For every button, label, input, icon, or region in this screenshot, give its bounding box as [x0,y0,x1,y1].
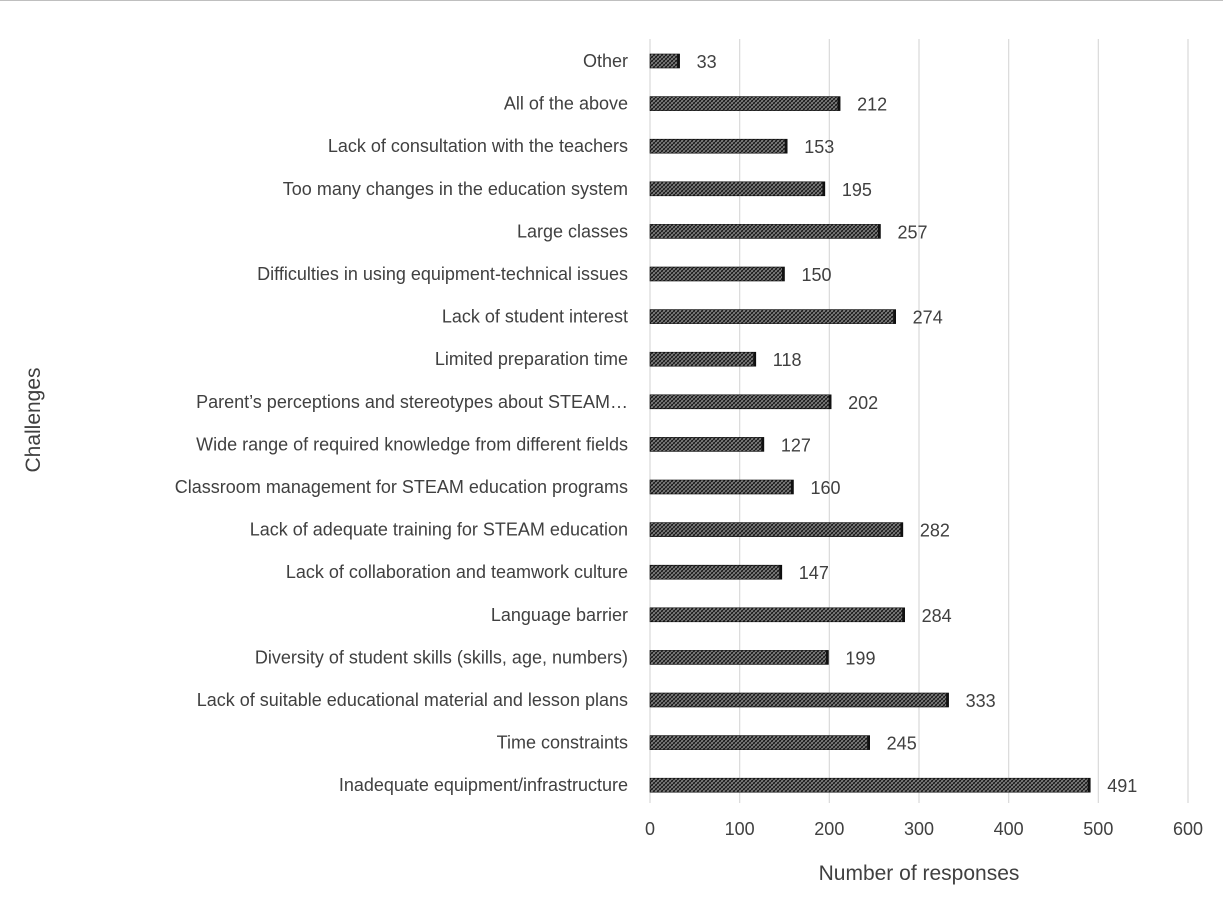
category-label: Classroom management for STEAM education… [175,477,628,497]
bar [649,96,841,111]
x-tick-label: 200 [814,819,844,839]
category-label: Lack of adequate training for STEAM educ… [250,520,628,540]
bar [649,224,881,239]
data-label: 147 [799,563,829,583]
bar-end-cap [877,224,881,239]
data-label: 274 [913,308,943,328]
bar-end-cap [902,607,905,622]
data-label: 199 [845,648,875,668]
bar-end-cap [825,650,829,665]
bar [649,351,757,367]
x-axis-title: Number of responses [819,862,1020,885]
category-label: Lack of collaboration and teamwork cultu… [286,562,628,582]
bar [649,564,783,580]
data-label: 118 [773,350,802,370]
data-label: 284 [922,606,952,626]
category-label: All of the above [504,94,628,114]
category-label: Too many changes in the education system [283,179,628,199]
bar [649,650,829,665]
x-tick-labels: 0 100 200 300 400 500 600 [645,819,1203,839]
bar [649,266,785,282]
x-tick-label: 100 [725,819,755,839]
bar [649,522,904,537]
category-label: Lack of student interest [442,307,628,327]
value-labels: 33 212 153 195 257 150 274 118 202 127 160 282 147 28… [697,52,1138,796]
category-label: Large classes [517,221,628,241]
bar [649,138,788,154]
data-label: 245 [887,734,917,754]
category-label: Inadequate equipment/infrastructure [339,775,628,795]
x-tick-label: 500 [1083,819,1113,839]
bar [649,437,765,452]
data-label: 127 [781,435,811,455]
bar-end-cap [822,181,825,196]
data-label: 212 [857,95,887,115]
bar [649,735,870,750]
bar-end-cap [782,267,785,281]
bar [649,479,794,495]
x-tick-label: 400 [994,819,1024,839]
data-label: 160 [810,478,840,498]
data-label: 153 [804,137,834,157]
bar [649,309,896,324]
bar-end-cap [761,437,764,452]
bar-end-cap [893,309,896,324]
category-label: Lack of consultation with the teachers [328,136,628,156]
category-label: Time constraints [497,733,628,753]
bar-end-cap [867,735,870,750]
bar-end-cap [946,693,949,707]
bar-end-cap [790,480,794,494]
bar-end-cap [900,522,903,537]
bar [649,607,905,623]
bar-end-cap [753,352,756,367]
data-label: 33 [697,52,717,72]
category-label: Limited preparation time [435,349,628,369]
x-tick-label: 0 [645,819,655,839]
bar [649,394,832,410]
data-label: 150 [802,265,832,285]
gridlines [649,39,1189,803]
category-labels: Other All of the above Lack of consultatio… [175,51,628,795]
y-axis-title: Challenges [22,367,45,472]
category-label: Diversity of student skills (skills, age… [255,647,628,667]
x-tick-label: 600 [1173,819,1203,839]
bars [649,53,1091,793]
x-tick-label: 300 [904,819,934,839]
category-label: Difficulties in using equipment-technica… [257,264,628,284]
bar-end-cap [784,139,788,154]
bar [649,181,826,197]
category-label: Other [583,51,628,71]
bar-end-cap [779,565,782,580]
bar-end-cap [828,394,832,409]
data-label: 282 [920,521,950,541]
bar [649,53,680,69]
bar-end-cap [677,54,680,68]
bar [649,777,1091,793]
category-label: Lack of suitable educational material an… [197,690,628,710]
data-label: 195 [842,180,872,200]
category-label: Wide range of required knowledge from di… [196,434,628,454]
bar [649,692,949,708]
data-label: 202 [848,393,878,413]
data-label: 257 [897,222,927,242]
bar-end-cap [837,96,841,111]
data-label: 333 [966,691,996,711]
category-label: Language barrier [491,605,628,625]
bar-end-cap [1087,778,1091,793]
category-label: Parent’s perceptions and stereotypes abo… [196,392,628,412]
data-label: 491 [1107,776,1137,796]
